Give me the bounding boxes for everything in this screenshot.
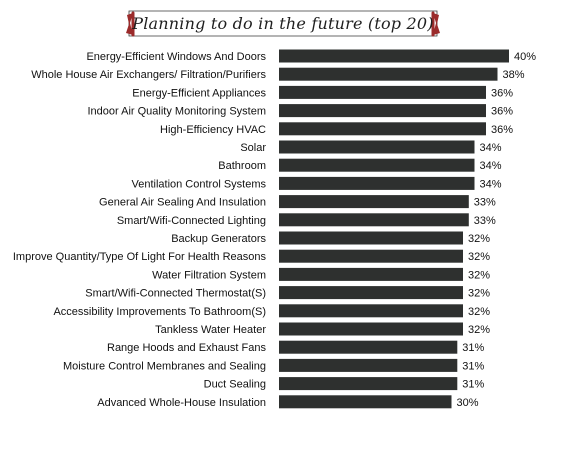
bar <box>279 104 486 118</box>
chart-title: Planning to do in the future (top 20) <box>132 14 434 33</box>
bar <box>279 122 486 136</box>
bar <box>279 231 463 245</box>
banner-left-flourish-icon <box>126 13 133 35</box>
value-label: 32% <box>468 269 490 281</box>
category-label: General Air Sealing And Insulation <box>99 197 266 209</box>
value-label: 34% <box>480 160 502 172</box>
value-label: 31% <box>462 379 484 391</box>
bar <box>279 49 509 63</box>
bar <box>279 85 486 99</box>
category-label: Backup Generators <box>171 233 266 245</box>
bar <box>279 158 475 172</box>
value-label: 32% <box>468 233 490 245</box>
category-label: Solar <box>240 142 266 154</box>
value-label: 32% <box>468 306 490 318</box>
value-label: 33% <box>474 215 496 227</box>
bar <box>279 304 463 318</box>
value-label: 34% <box>480 142 502 154</box>
bar <box>279 267 463 281</box>
value-label: 34% <box>480 178 502 190</box>
category-label: Indoor Air Quality Monitoring System <box>87 106 266 118</box>
bar <box>279 340 458 354</box>
value-label: 33% <box>474 197 496 209</box>
category-label: Range Hoods and Exhaust Fans <box>107 342 266 354</box>
value-label: 36% <box>491 106 513 118</box>
category-label: Water Filtration System <box>152 269 266 281</box>
category-label: Tankless Water Heater <box>155 324 266 336</box>
category-label: Advanced Whole-House Insulation <box>97 397 266 409</box>
value-label: 30% <box>457 397 479 409</box>
category-label: Moisture Control Membranes and Sealing <box>63 360 266 372</box>
value-label: 38% <box>503 69 525 81</box>
title-banner: Planning to do in the future (top 20) <box>125 9 441 39</box>
value-label: 40% <box>514 51 536 63</box>
value-label: 36% <box>491 87 513 99</box>
bar <box>279 377 458 391</box>
value-label: 36% <box>491 124 513 136</box>
bar <box>279 140 475 154</box>
bar <box>279 358 458 372</box>
category-label: Bathroom <box>218 160 266 172</box>
value-label: 32% <box>468 288 490 300</box>
bar <box>279 176 475 190</box>
category-label: Whole House Air Exchangers/ Filtration/P… <box>31 69 266 81</box>
category-label: Smart/Wifi-Connected Thermostat(S) <box>85 288 266 300</box>
category-label: Energy-Efficient Appliances <box>132 87 266 99</box>
category-label: High-Efficiency HVAC <box>160 124 266 136</box>
bar <box>279 249 463 263</box>
category-label: Improve Quantity/Type Of Light For Healt… <box>13 251 267 263</box>
bar <box>279 195 469 209</box>
value-label: 32% <box>468 251 490 263</box>
category-label: Accessibility Improvements To Bathroom(S… <box>53 306 266 318</box>
category-label: Smart/Wifi-Connected Lighting <box>117 215 266 227</box>
value-label: 31% <box>462 360 484 372</box>
banner-right-flourish-icon <box>433 13 440 35</box>
bar <box>279 395 452 409</box>
value-label: 32% <box>468 324 490 336</box>
value-label: 31% <box>462 342 484 354</box>
bar <box>279 286 463 300</box>
bar <box>279 322 463 336</box>
bar <box>279 67 498 81</box>
category-label: Duct Sealing <box>204 379 266 391</box>
category-label: Energy-Efficient Windows And Doors <box>86 51 266 63</box>
category-label: Ventilation Control Systems <box>131 178 266 190</box>
bar <box>279 213 469 227</box>
banner-frame <box>126 10 440 37</box>
